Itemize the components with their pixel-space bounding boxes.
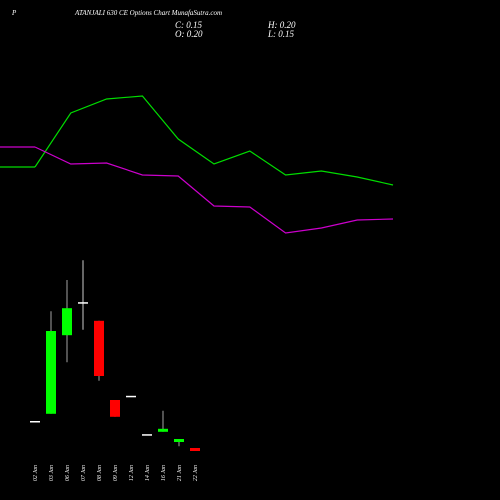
x-tick-label: 21 Jan <box>177 465 183 481</box>
chart-title-prefix: P <box>11 9 17 17</box>
candle-body <box>94 320 104 376</box>
x-tick-label: 02 Jan <box>33 465 39 481</box>
x-tick-label: 06 Jan <box>65 465 71 481</box>
x-tick-label: 16 Jan <box>161 465 167 481</box>
candle-body <box>126 395 136 398</box>
x-tick-label: 14 Jan <box>144 465 151 481</box>
ohlc-label: L: 0.15 <box>267 29 295 39</box>
ohlc-label: H: 0.20 <box>267 20 296 30</box>
x-tick-label: 03 Jan <box>49 465 55 481</box>
line-series <box>34 95 394 186</box>
candle-body <box>78 302 88 304</box>
line-series <box>34 146 394 234</box>
ohlc-label: C: 0.15 <box>175 20 203 30</box>
chart-title: ATANJALI 630 CE Options Chart MunafaSutr… <box>74 9 222 17</box>
candle-body <box>62 308 72 336</box>
x-tick-label: 12 Jan <box>129 465 135 481</box>
candle-body <box>174 439 184 442</box>
candle-body <box>46 331 56 414</box>
x-tick-label: 07 Jan <box>81 465 87 481</box>
candle-body <box>30 421 40 423</box>
ohlc-label: O: 0.20 <box>175 29 203 39</box>
candle-body <box>110 400 120 417</box>
x-tick-label: 09 Jan <box>113 465 119 481</box>
x-tick-label: 08 Jan <box>97 465 103 481</box>
candle-body <box>158 428 168 432</box>
candle-body <box>142 434 152 436</box>
x-tick-label: 22 Jan <box>193 465 199 481</box>
candle-body <box>190 448 200 451</box>
